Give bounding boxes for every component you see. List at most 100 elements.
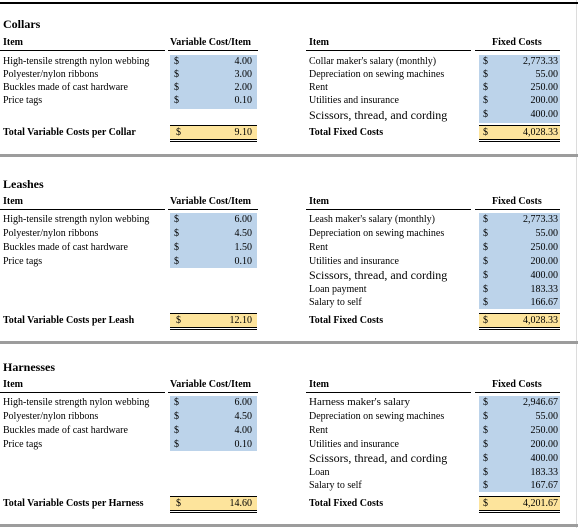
- fixed-item-value[interactable]: 166.67: [530, 297, 559, 308]
- fixed-item-label: Rent: [309, 425, 328, 436]
- fixed-item-value[interactable]: 55.00: [535, 69, 559, 80]
- fixed-item-value[interactable]: 400.00: [530, 109, 559, 120]
- fixed-item-value[interactable]: 400.00: [530, 453, 559, 464]
- variable-item-value[interactable]: 4.50: [234, 411, 253, 422]
- fixed-item-label: Depreciation on sewing machines: [309, 411, 445, 422]
- fixed-item-value[interactable]: 200.00: [530, 95, 559, 106]
- variable-item-value[interactable]: 4.00: [234, 56, 253, 67]
- currency-symbol: $: [483, 397, 488, 408]
- col-header-fixed-item: Item: [309, 37, 329, 48]
- header-rule: [306, 209, 471, 210]
- fixed-item-value[interactable]: 250.00: [530, 82, 559, 93]
- fixed-item-value[interactable]: 183.33: [530, 284, 559, 295]
- col-header-item: Item: [3, 379, 23, 390]
- fixed-item-label: Utilities and insurance: [309, 95, 399, 106]
- variable-item-value[interactable]: 4.50: [234, 228, 253, 239]
- total-fixed-cell: [479, 313, 560, 328]
- total-variable-value: 9.10: [234, 127, 253, 138]
- double-underline: [170, 510, 257, 513]
- currency-symbol: $: [483, 56, 488, 67]
- right-gridline: [576, 0, 577, 528]
- total-fixed-label: Total Fixed Costs: [309, 315, 384, 326]
- fixed-item-value[interactable]: 200.00: [530, 439, 559, 450]
- fixed-item-value[interactable]: 2,946.67: [523, 397, 558, 408]
- variable-item-label: Polyester/nylon ribbons: [3, 411, 99, 422]
- total-fixed-cell: [479, 496, 560, 511]
- variable-item-value[interactable]: 1.50: [234, 242, 253, 253]
- top-border: [0, 2, 578, 4]
- total-fixed-value: 4,028.33: [523, 127, 558, 138]
- fixed-item-label: Leash maker's salary (monthly): [309, 214, 435, 225]
- section-separator: [0, 154, 578, 157]
- fixed-item-label: Loan payment: [309, 284, 367, 295]
- fixed-item-label: Depreciation on sewing machines: [309, 228, 445, 239]
- variable-input-cells: [170, 213, 257, 268]
- fixed-item-value[interactable]: 2,773.33: [523, 214, 558, 225]
- variable-item-value[interactable]: 6.00: [234, 397, 253, 408]
- currency-symbol: $: [483, 228, 488, 239]
- fixed-item-label: Collar maker's salary (monthly): [309, 56, 437, 67]
- fixed-item-label: Rent: [309, 82, 328, 93]
- currency-symbol: $: [483, 425, 488, 436]
- header-rule: [475, 50, 560, 51]
- currency-symbol: $: [483, 127, 488, 138]
- currency-symbol: $: [483, 82, 488, 93]
- variable-item-label: Buckles made of cast hardware: [3, 82, 128, 93]
- currency-symbol: $: [174, 95, 179, 106]
- variable-item-value[interactable]: 2.00: [234, 82, 253, 93]
- variable-item-value[interactable]: 0.10: [234, 256, 253, 267]
- currency-symbol: $: [483, 256, 488, 267]
- currency-symbol: $: [174, 397, 179, 408]
- variable-item-value[interactable]: 3.00: [234, 69, 253, 80]
- col-header-variable-cost: Variable Cost/Item: [170, 379, 252, 390]
- fixed-item-value[interactable]: 55.00: [535, 228, 559, 239]
- col-header-variable-cost: Variable Cost/Item: [170, 37, 252, 48]
- total-fixed-value: 4,028.33: [523, 315, 558, 326]
- currency-symbol: $: [483, 214, 488, 225]
- currency-symbol: $: [483, 297, 488, 308]
- fixed-item-value[interactable]: 250.00: [530, 425, 559, 436]
- total-variable-cell: [170, 313, 257, 328]
- header-rule: [0, 209, 165, 210]
- fixed-item-label: Salary to self: [309, 297, 362, 308]
- currency-symbol: $: [483, 439, 488, 450]
- currency-symbol: $: [174, 425, 179, 436]
- fixed-item-label: Utilities and insurance: [309, 439, 399, 450]
- fixed-item-value[interactable]: 250.00: [530, 242, 559, 253]
- variable-item-value[interactable]: 0.10: [234, 439, 253, 450]
- currency-symbol: $: [483, 411, 488, 422]
- total-rule: [479, 125, 560, 126]
- variable-item-label: High-tensile strength nylon webbing: [3, 214, 150, 225]
- fixed-item-value[interactable]: 55.00: [535, 411, 559, 422]
- col-header-fixed-cost: Fixed Costs: [492, 37, 542, 48]
- fixed-item-value[interactable]: 200.00: [530, 256, 559, 267]
- total-rule: [479, 496, 560, 497]
- header-rule: [0, 50, 165, 51]
- currency-symbol: $: [174, 242, 179, 253]
- total-variable-cell: [170, 496, 257, 511]
- header-rule: [475, 392, 560, 393]
- total-variable-label: Total Variable Costs per Collar: [3, 127, 136, 138]
- variable-item-label: High-tensile strength nylon webbing: [3, 56, 150, 67]
- fixed-item-value[interactable]: 167.67: [530, 480, 559, 491]
- fixed-item-value[interactable]: 2,773.33: [523, 56, 558, 67]
- fixed-item-label: Harness maker's salary: [309, 396, 410, 408]
- fixed-input-cells: [479, 55, 560, 123]
- fixed-item-value[interactable]: 183.33: [530, 467, 559, 478]
- fixed-input-cells: [479, 213, 560, 309]
- header-rule: [306, 50, 471, 51]
- fixed-item-label: Depreciation on sewing machines: [309, 69, 445, 80]
- section-title: Harnesses: [3, 360, 55, 374]
- variable-item-value[interactable]: 6.00: [234, 214, 253, 225]
- currency-symbol: $: [174, 411, 179, 422]
- variable-item-value[interactable]: 0.10: [234, 95, 253, 106]
- currency-symbol: $: [174, 214, 179, 225]
- fixed-item-value[interactable]: 400.00: [530, 270, 559, 281]
- col-header-fixed-cost: Fixed Costs: [492, 196, 542, 207]
- total-variable-value: 14.60: [229, 498, 253, 509]
- variable-item-value[interactable]: 4.00: [234, 425, 253, 436]
- total-fixed-value: 4,201.67: [523, 498, 558, 509]
- variable-input-cells: [170, 55, 257, 109]
- fixed-item-label: Utilities and insurance: [309, 256, 399, 267]
- currency-symbol: $: [174, 56, 179, 67]
